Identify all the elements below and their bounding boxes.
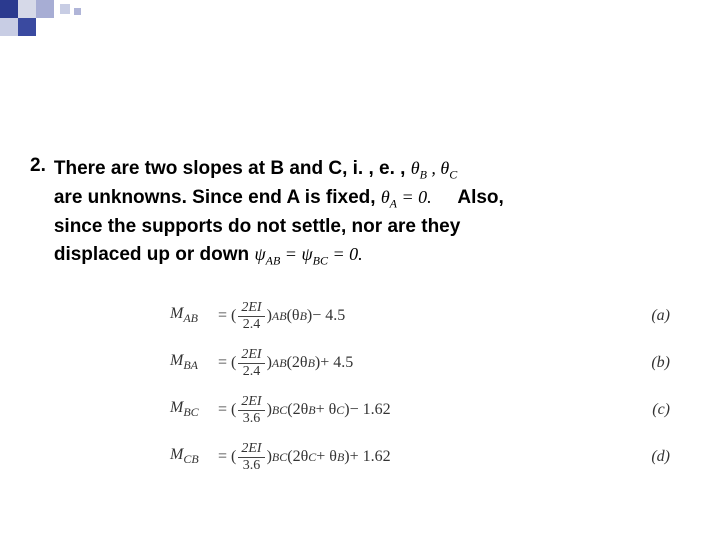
- slide-content: 2. There are two slopes at B and C, i. ,…: [30, 155, 670, 488]
- deco-square: [0, 18, 18, 36]
- equation-row: MAB = (2EI2.4)AB(θB) − 4.5(a): [170, 300, 670, 333]
- equation-row: MCB = (2EI3.6)BC(2θC + θB) + 1.62(d): [170, 441, 670, 474]
- equation-row: MBC = (2EI3.6)BC(2θB + θC) − 1.62(c): [170, 394, 670, 427]
- text-frag: since the supports do not settle, nor ar…: [54, 216, 460, 237]
- item-number: 2.: [30, 155, 46, 177]
- text-frag: displaced up or down: [54, 244, 255, 265]
- corner-decoration: [0, 0, 150, 40]
- equation-block: MAB = (2EI2.4)AB(θB) − 4.5(a) MBA = (2EI2…: [170, 300, 670, 474]
- text-frag: Also,: [437, 187, 504, 208]
- deco-square: [60, 4, 70, 14]
- equation-row: MBA = (2EI2.4)AB(2θB) + 4.5(b): [170, 347, 670, 380]
- list-item: 2. There are two slopes at B and C, i. ,…: [30, 155, 670, 270]
- deco-square: [0, 0, 18, 18]
- deco-square: [74, 8, 81, 15]
- deco-square: [18, 18, 36, 36]
- math-psi: ψAB = ψBC = 0.: [254, 244, 362, 264]
- item-body: There are two slopes at B and C, i. , e.…: [54, 155, 504, 270]
- text-frag: There are two slopes at B and C, i. , e.…: [54, 158, 411, 179]
- math-theta-a: θA = 0.: [381, 187, 432, 207]
- math-theta-b: θB , θC: [411, 158, 458, 178]
- deco-square: [36, 0, 54, 18]
- text-frag: are unknowns. Since end A is fixed,: [54, 187, 381, 208]
- deco-square: [18, 0, 36, 18]
